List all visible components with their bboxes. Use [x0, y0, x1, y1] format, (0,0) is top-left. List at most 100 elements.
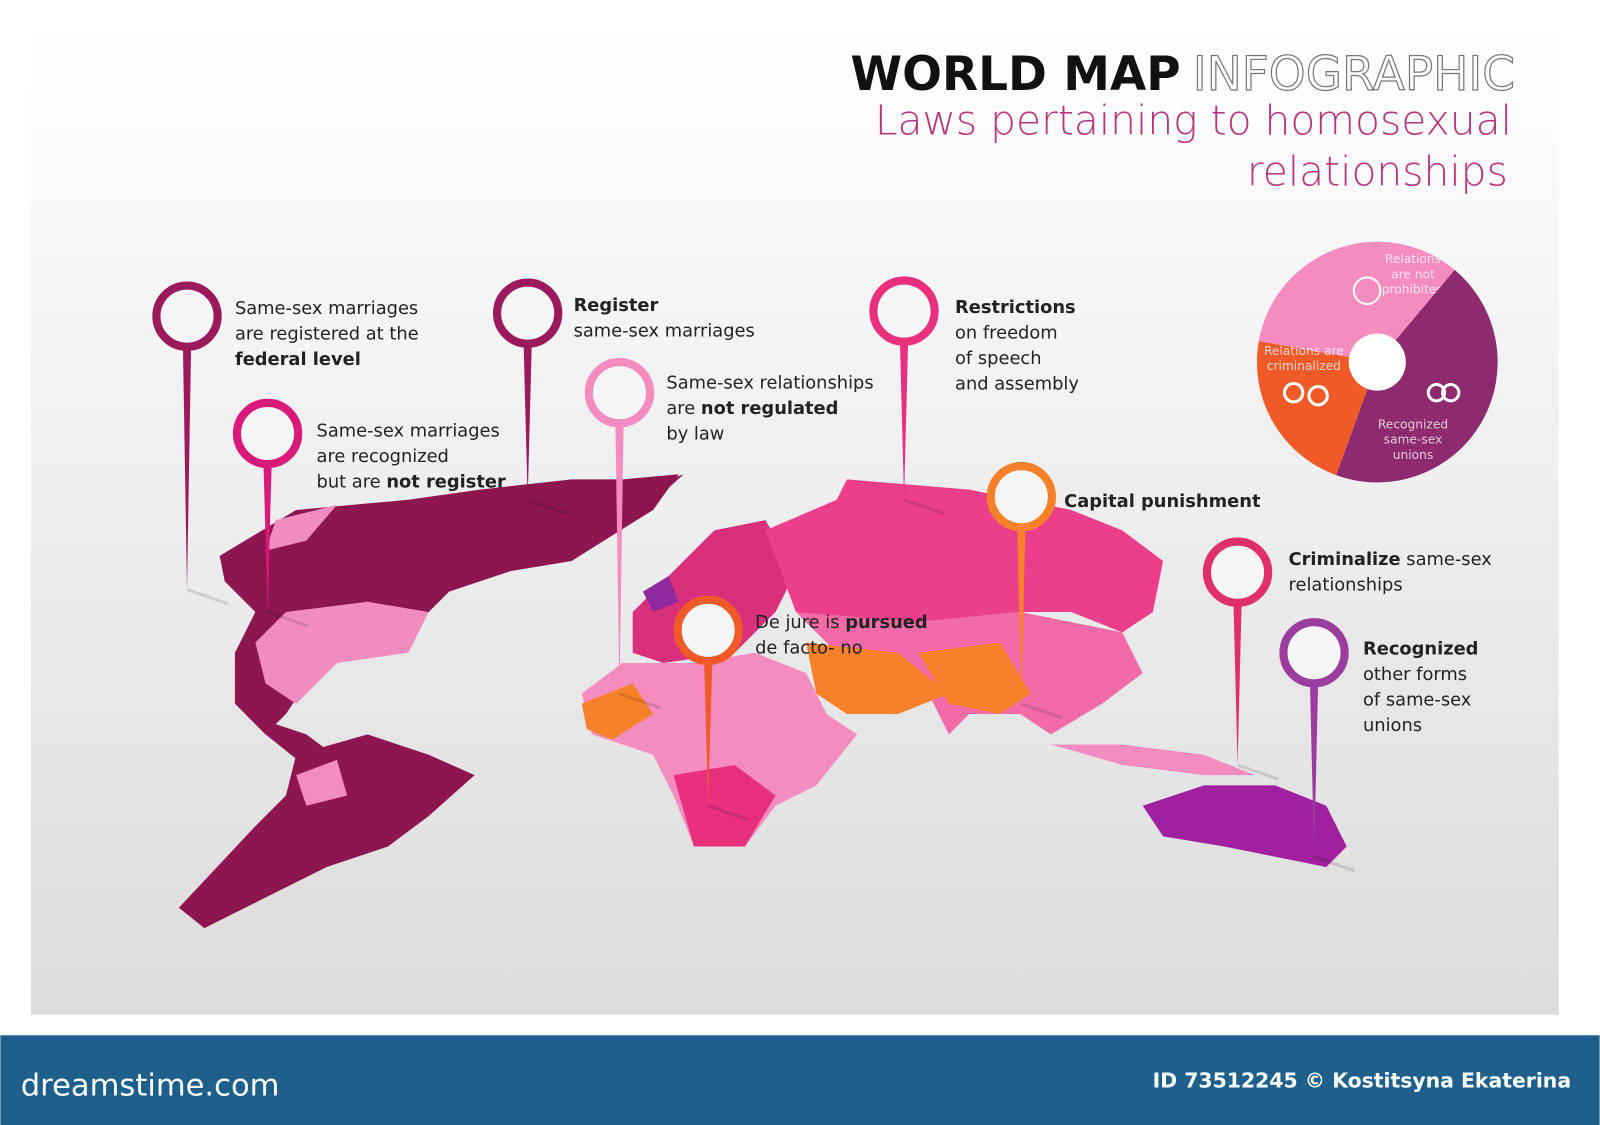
- pin-text: by law: [666, 423, 724, 444]
- pin-text: of same-sex: [1363, 690, 1471, 711]
- pin-text-segment: Same-sex relationships: [666, 372, 873, 393]
- pin-text: Same-sex relationships: [666, 372, 873, 393]
- pin-text-segment: unions: [1363, 715, 1422, 736]
- pin-ring: [869, 276, 939, 346]
- pin-text-segment: Recognized: [1363, 639, 1478, 660]
- pin-ring: [986, 462, 1057, 532]
- pin-ring: [584, 358, 655, 428]
- pin-text-segment: of speech: [955, 348, 1042, 369]
- pin-text: Capital punishment: [1064, 491, 1261, 512]
- pin-text: Criminalize same-sex: [1289, 549, 1492, 570]
- pin-text-segment: federal level: [235, 349, 361, 370]
- pin-text: are recognized: [317, 446, 449, 467]
- subtitle: relationships: [1247, 148, 1508, 196]
- pin-text-segment: other forms: [1363, 664, 1467, 685]
- usa: [255, 601, 429, 704]
- pin-stem: [523, 343, 532, 500]
- pin: Same-sex marriages are registered at the f…: [152, 281, 419, 606]
- circle-label: are not: [1391, 267, 1435, 281]
- pin-text: relationships: [1289, 574, 1403, 595]
- circle-hole: [1348, 333, 1406, 391]
- pin-text: and assembly: [955, 374, 1079, 395]
- pin-text: same-sex marriages: [574, 320, 755, 341]
- icon: [1426, 382, 1447, 403]
- circle-label: Recognized: [1378, 417, 1448, 431]
- indonesia: [1050, 744, 1255, 776]
- pin: Restrictions on freedom of speech and assem…: [869, 276, 1079, 516]
- pin-text-segment: Restrictions: [955, 297, 1076, 318]
- icon: [1282, 381, 1305, 404]
- pins: Same-sex marriages are registered at the f…: [152, 276, 1492, 873]
- pin-ring: [232, 398, 303, 469]
- circle-segment: [1258, 241, 1455, 363]
- pin-text-segment: are recognized: [317, 446, 449, 467]
- pin-text: Restrictions: [955, 297, 1076, 318]
- circle-segment: [1256, 341, 1378, 476]
- pin-shadow: [1020, 702, 1063, 720]
- pin: Same-sex marriages are recognized but are …: [232, 398, 506, 628]
- pin: Register same-sex marriages: [492, 278, 755, 516]
- pin-stem: [1309, 683, 1319, 857]
- middle-east: [806, 642, 949, 714]
- footer-credit: ID 73512245 © Kostitsyna Ekaterina: [1153, 1068, 1571, 1092]
- pin-shadow: [1313, 855, 1356, 873]
- icon: [1307, 385, 1329, 407]
- footer-site: dreamstime.com: [21, 1068, 280, 1103]
- pin-shadow: [1237, 763, 1279, 781]
- pin-stem: [704, 660, 713, 806]
- pin-text-segment: Same-sex marriages: [235, 298, 418, 319]
- pin-text-segment: are registered at the: [235, 324, 419, 345]
- pin-text: federal level: [235, 349, 361, 370]
- pin-text-segment: Register: [574, 295, 659, 316]
- pin-text-segment: not regulated: [701, 398, 839, 419]
- pin-ring: [492, 278, 563, 348]
- icon: [1352, 276, 1382, 305]
- pin-text-segment: Capital punishment: [1064, 491, 1261, 512]
- pin-text-segment: of same-sex: [1363, 690, 1471, 711]
- europe-region: [642, 576, 679, 612]
- pin-ring: [152, 281, 222, 351]
- world-map: [178, 474, 1347, 929]
- title-light: INFOGRAPHIC: [1193, 47, 1515, 102]
- pin-text-segment: not register: [386, 471, 506, 492]
- south-america-region: [296, 759, 348, 806]
- pin-text: other forms: [1363, 664, 1467, 685]
- pin-text-segment: same-sex: [1401, 549, 1492, 570]
- pin-shadow: [267, 610, 309, 628]
- pin-text: are registered at the: [235, 324, 419, 345]
- pin-text-segment: Same-sex marriages: [317, 420, 500, 441]
- circle-label: prohibited: [1382, 283, 1444, 297]
- footer-bar: [0, 1035, 1600, 1125]
- pin-text-segment: Criminalize: [1289, 549, 1401, 570]
- south-america: [178, 734, 475, 929]
- circle-label: Relations are: [1264, 344, 1344, 358]
- pin-text-segment: by law: [666, 423, 724, 444]
- pin-ring: [673, 595, 743, 666]
- africa: [581, 652, 858, 847]
- pin-text: Recognized: [1363, 639, 1478, 660]
- pin: Same-sex relationships are not regulated b…: [584, 358, 874, 710]
- pin-text-segment: pursued: [845, 612, 927, 633]
- pin-stem: [182, 346, 192, 590]
- pin-shadow: [903, 498, 946, 516]
- pin-shadow: [527, 498, 569, 516]
- pin-stem: [615, 423, 624, 694]
- pin: De jure is pursued de facto- no: [673, 595, 928, 822]
- pin-stem: [263, 464, 272, 612]
- pin-text: of speech: [955, 348, 1042, 369]
- pin-text: are not regulated: [666, 398, 838, 419]
- pin-shadow: [618, 692, 661, 710]
- title: WORLD MAP INFOGRAPHIC: [850, 47, 1515, 102]
- circle-label: criminalized: [1267, 359, 1341, 373]
- russia: [765, 479, 1164, 633]
- pin: Criminalize same-sex relationships: [1202, 537, 1492, 781]
- pin-text: Same-sex marriages: [235, 298, 418, 319]
- circle-segment: [1336, 269, 1498, 483]
- africa-west: [581, 683, 654, 740]
- australia: [1142, 785, 1347, 867]
- circle-label: Relations: [1385, 252, 1441, 266]
- icon: [1441, 382, 1461, 403]
- pin-text-segment: same-sex marriages: [574, 320, 755, 341]
